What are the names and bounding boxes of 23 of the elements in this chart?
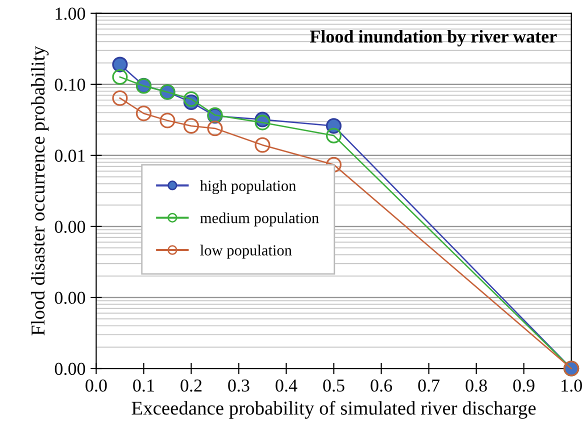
x-tick-label: 0.3 bbox=[228, 379, 250, 392]
x-tick-label: 0.2 bbox=[180, 379, 202, 392]
y-tick-label: 0.00 bbox=[54, 362, 86, 376]
y-tick-label: 0.00 bbox=[54, 292, 86, 304]
y-tick-label: 0.10 bbox=[54, 78, 86, 91]
text: Flood inundation by river water bbox=[310, 30, 557, 46]
x-tick-label: 0.9 bbox=[513, 379, 534, 392]
x-tick-label: 0.7 bbox=[418, 379, 440, 392]
y-tick-label: 0.01 bbox=[54, 150, 85, 162]
x-tick-label: 0.5 bbox=[323, 379, 344, 392]
y-tick-label: 1.00 bbox=[56, 8, 86, 20]
x-tick-label: 0.0 bbox=[86, 379, 107, 392]
y-axis-title: Flood disaster occurrence probability bbox=[30, 46, 49, 336]
x-tick-label: 0.8 bbox=[466, 379, 487, 392]
x-tick-label: 0.6 bbox=[370, 379, 392, 392]
legend-label: low population bbox=[200, 244, 292, 259]
x-tick-label: 0.1 bbox=[133, 379, 154, 392]
y-tick-label: 0.00 bbox=[54, 220, 86, 233]
x-tick-label: 0.4 bbox=[276, 379, 298, 392]
legend-label: medium population bbox=[200, 212, 319, 226]
x-axis-title: Exceedance probability of simulated river discharge bbox=[132, 400, 536, 419]
x-tick-label: 1.0 bbox=[562, 379, 582, 392]
legend-label: high population bbox=[200, 180, 296, 194]
